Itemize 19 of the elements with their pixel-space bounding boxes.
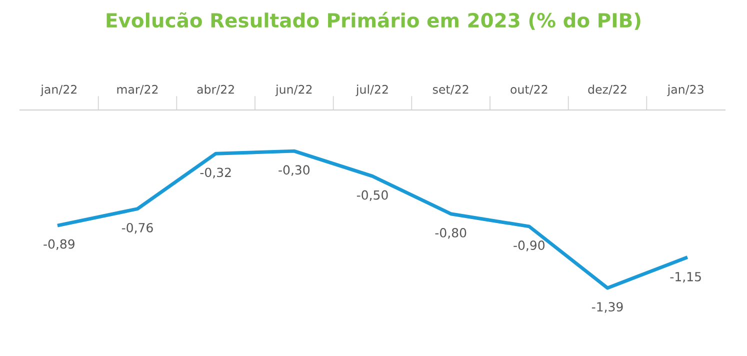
x-tick-label: set/22: [432, 84, 468, 95]
x-tick-label: jan/22: [40, 84, 76, 96]
x-tick-label: dez/22: [588, 84, 626, 95]
x-tick-label: jun/22: [275, 84, 312, 96]
data-label: -0,90: [514, 240, 545, 252]
x-tick-label: abr/22: [197, 84, 234, 95]
data-label: -0,76: [122, 222, 153, 234]
x-tick-label: mar/22: [117, 84, 158, 95]
x-tick-label: jul/22: [356, 84, 388, 96]
data-label: -1,39: [592, 302, 623, 313]
data-label: -0,32: [200, 168, 231, 178]
x-tick-label: jan/23: [667, 84, 704, 96]
data-label: -0,30: [278, 165, 310, 176]
data-label: -0,89: [44, 239, 74, 250]
chart-title: Evolucão Resultado Primário em 2023 (% do PIB): [106, 12, 640, 30]
data-label: -1,15: [670, 272, 701, 283]
data-label: -0,80: [435, 228, 466, 239]
x-tick-label: out/22: [510, 84, 548, 95]
data-label: -0,50: [356, 190, 388, 202]
